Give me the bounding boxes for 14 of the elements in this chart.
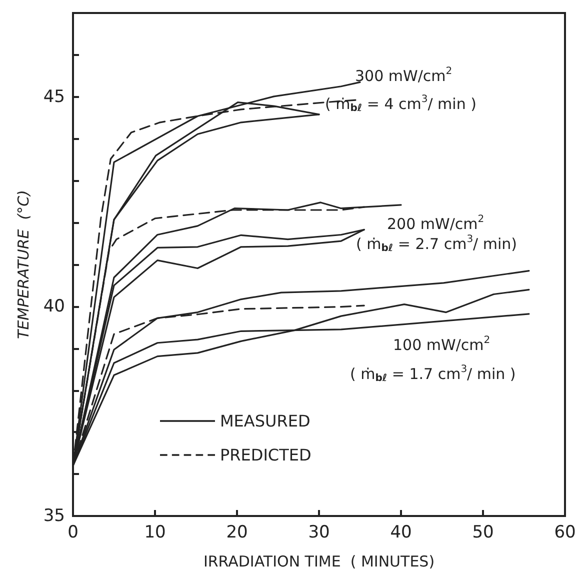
x-tick-label: 40 (390, 522, 412, 542)
x-axis-title: IRRADIATION TIME ( MINUTES) (203, 552, 435, 570)
x-tick-label: 30 (308, 522, 330, 542)
x-tick-label: 20 (226, 522, 248, 542)
x-tick-label: 10 (144, 522, 166, 542)
x-tick-label: 0 (68, 522, 78, 542)
y-tick-label: 35 (43, 506, 65, 526)
legend-label: MEASURED (220, 412, 310, 430)
y-tick-label: 45 (43, 86, 65, 107)
y-tick-label: 40 (43, 296, 65, 316)
y-axis-title: TEMPERATURE (°C) (14, 190, 32, 339)
x-tick-label: 50 (472, 522, 494, 542)
legend-label: PREDICTED (220, 446, 312, 464)
x-tick-label: 60 (554, 522, 576, 542)
